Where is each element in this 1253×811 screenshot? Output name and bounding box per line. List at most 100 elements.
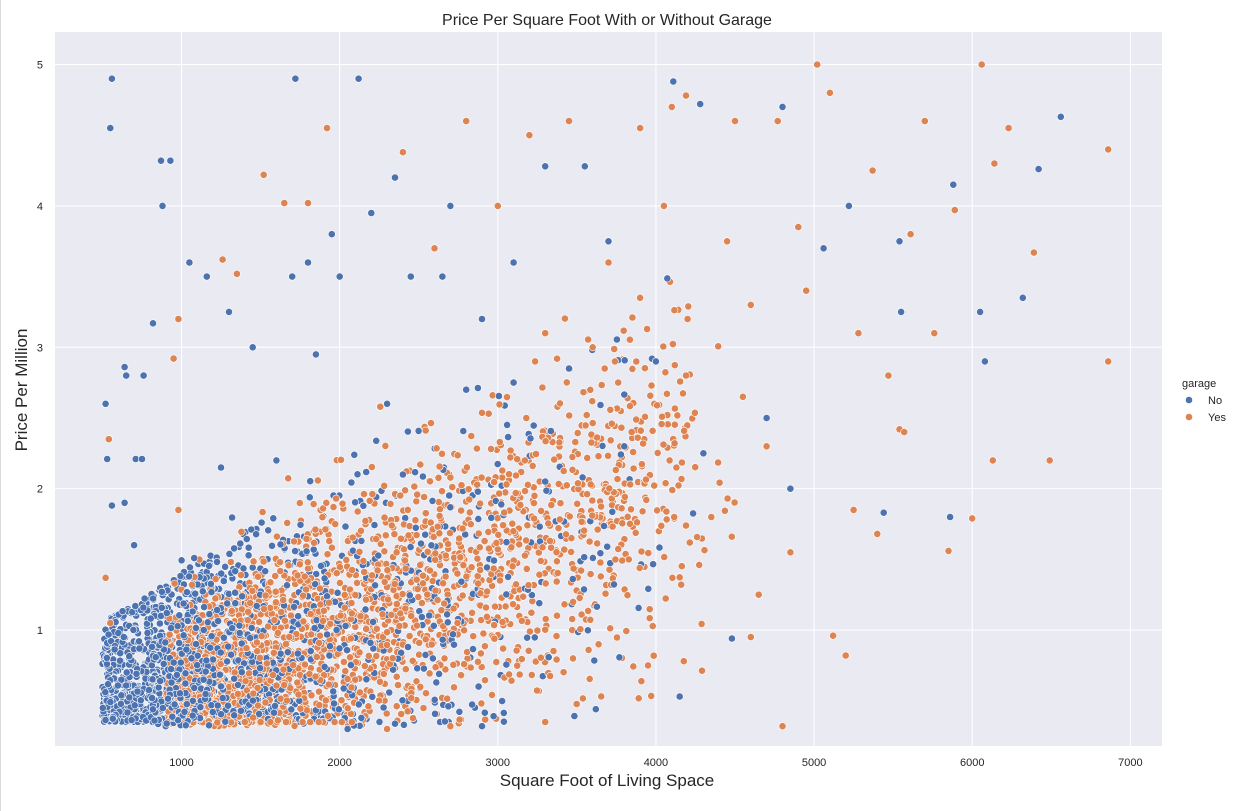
garage-point	[644, 661, 652, 670]
no-garage-point	[405, 591, 414, 600]
garage-point	[714, 458, 722, 467]
garage-point	[679, 657, 688, 666]
x-tick-label: 7000	[1118, 757, 1142, 769]
no-garage-point	[176, 689, 184, 698]
no-garage-point	[252, 602, 261, 610]
garage-point	[659, 440, 668, 449]
garage-point	[530, 514, 538, 523]
garage-point	[476, 589, 485, 598]
garage-point	[541, 579, 550, 588]
garage-point	[401, 486, 409, 495]
no-garage-point	[644, 584, 653, 593]
garage-point	[521, 487, 529, 495]
no-garage-point	[435, 670, 443, 678]
garage-point	[596, 572, 605, 581]
garage-point	[1030, 248, 1038, 257]
garage-point	[623, 512, 632, 521]
garage-point	[415, 638, 424, 647]
no-garage-point	[213, 558, 221, 566]
garage-point	[670, 439, 679, 448]
no-garage-point	[217, 682, 225, 691]
no-garage-point	[490, 556, 498, 565]
garage-point	[343, 675, 352, 683]
garage-point	[665, 456, 674, 465]
garage-point	[582, 411, 591, 419]
garage-point	[213, 718, 222, 727]
garage-point	[521, 551, 529, 560]
garage-point	[340, 591, 349, 599]
no-garage-point	[202, 272, 211, 281]
garage-point	[541, 329, 550, 338]
garage-point	[165, 630, 174, 639]
no-garage-point	[617, 450, 625, 459]
no-garage-point	[542, 486, 551, 495]
garage-point	[419, 571, 427, 580]
garage-point	[519, 592, 528, 601]
garage-point	[552, 632, 561, 640]
no-garage-point	[348, 546, 357, 555]
x-axis-ticks: 1000 2000 3000 4000 5000 6000 7000	[169, 757, 1142, 769]
no-garage-point	[225, 307, 233, 316]
no-garage-point	[370, 521, 379, 529]
garage-point	[662, 507, 671, 516]
garage-point	[629, 464, 638, 473]
no-garage-point	[237, 668, 246, 677]
garage-point	[367, 463, 376, 471]
no-garage-point	[584, 626, 592, 635]
no-garage-point	[217, 569, 226, 578]
garage-point	[657, 420, 666, 428]
garage-point	[337, 455, 345, 464]
garage-point	[254, 572, 262, 581]
no-garage-point	[181, 669, 190, 678]
garage-point	[169, 354, 178, 363]
chart-title: Price Per Square Foot With or Without Ga…	[442, 12, 772, 29]
garage-point	[324, 680, 333, 689]
garage-point	[670, 420, 679, 429]
garage-point	[513, 455, 522, 464]
garage-point	[588, 496, 597, 505]
garage-point	[503, 393, 511, 401]
garage-point	[174, 505, 183, 514]
no-garage-point	[302, 547, 311, 556]
garage-point	[335, 579, 344, 587]
garage-point	[330, 718, 339, 726]
garage-point	[431, 549, 440, 558]
garage-point	[426, 518, 435, 527]
no-garage-point	[291, 74, 300, 83]
garage-point	[524, 646, 533, 655]
no-garage-point	[143, 629, 152, 637]
no-garage-point	[139, 371, 148, 380]
left-border	[0, 0, 1, 811]
garage-point	[506, 453, 515, 462]
garage-point	[332, 494, 340, 503]
no-garage-point	[227, 650, 235, 659]
garage-point	[531, 357, 539, 366]
garage-point	[293, 678, 302, 687]
no-garage-point	[634, 604, 643, 612]
garage-point	[684, 302, 693, 311]
garage-point	[413, 585, 422, 593]
no-garage-point	[462, 385, 471, 394]
no-garage-point	[217, 463, 225, 472]
no-garage-point	[206, 643, 215, 652]
no-garage-point	[598, 441, 607, 450]
no-garage-point	[207, 588, 216, 596]
no-garage-point	[186, 563, 194, 572]
no-garage-point	[213, 701, 222, 710]
garage-point	[302, 706, 311, 715]
no-garage-point	[359, 501, 368, 510]
y-axis-ticks: 1 2 3 4 5	[37, 60, 43, 638]
garage-point	[465, 508, 474, 517]
garage-point	[459, 561, 468, 570]
garage-point	[310, 538, 318, 547]
no-garage-point	[473, 384, 482, 392]
no-garage-point	[406, 543, 415, 551]
garage-point	[211, 575, 220, 583]
no-garage-point	[288, 272, 297, 281]
garage-point	[633, 518, 641, 527]
garage-point	[662, 515, 671, 524]
garage-point	[408, 656, 417, 665]
no-garage-point	[125, 652, 134, 661]
garage-point	[614, 545, 623, 553]
garage-point	[649, 651, 658, 660]
